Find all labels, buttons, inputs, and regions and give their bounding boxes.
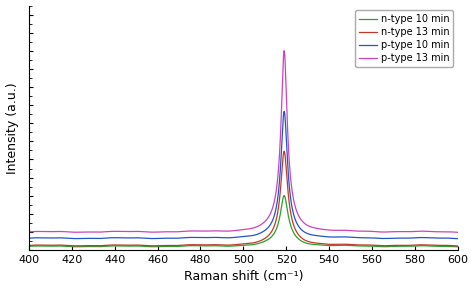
p-type 10 min	[281, 110, 287, 113]
p-type 10 min	[26, 236, 32, 240]
n-type 13 min	[447, 244, 453, 247]
p-type 13 min	[75, 231, 81, 234]
n-type 10 min	[209, 244, 215, 247]
p-type 13 min	[455, 231, 461, 234]
n-type 10 min	[100, 245, 106, 248]
Y-axis label: Intensity (a.u.): Intensity (a.u.)	[6, 82, 18, 174]
p-type 10 min	[100, 237, 106, 240]
n-type 13 min	[100, 244, 106, 247]
n-type 10 min	[191, 244, 196, 247]
p-type 10 min	[191, 236, 196, 239]
Legend: n-type 10 min, n-type 13 min, p-type 10 min, p-type 13 min: n-type 10 min, n-type 13 min, p-type 10 …	[356, 10, 453, 67]
p-type 13 min	[26, 230, 32, 234]
Line: p-type 10 min: p-type 10 min	[29, 111, 458, 239]
n-type 10 min	[75, 245, 81, 249]
p-type 13 min	[191, 229, 196, 233]
p-type 13 min	[100, 230, 106, 234]
Line: p-type 13 min: p-type 13 min	[29, 51, 458, 232]
p-type 10 min	[401, 236, 406, 240]
p-type 13 min	[281, 49, 287, 53]
p-type 13 min	[401, 230, 406, 234]
Line: n-type 13 min: n-type 13 min	[29, 151, 458, 246]
p-type 10 min	[447, 236, 453, 240]
n-type 13 min	[26, 244, 32, 247]
n-type 10 min	[281, 194, 287, 197]
n-type 13 min	[209, 243, 215, 247]
n-type 13 min	[281, 149, 287, 153]
p-type 10 min	[209, 236, 215, 239]
n-type 13 min	[191, 243, 196, 247]
n-type 13 min	[75, 244, 81, 248]
p-type 10 min	[455, 237, 461, 240]
n-type 10 min	[26, 245, 32, 248]
X-axis label: Raman shift (cm⁻¹): Raman shift (cm⁻¹)	[183, 271, 303, 284]
p-type 13 min	[209, 229, 215, 233]
p-type 10 min	[75, 237, 81, 240]
n-type 13 min	[455, 244, 461, 248]
n-type 10 min	[455, 245, 461, 249]
p-type 13 min	[447, 230, 453, 234]
n-type 10 min	[447, 245, 453, 248]
n-type 13 min	[401, 244, 406, 247]
n-type 10 min	[401, 244, 406, 248]
Line: n-type 10 min: n-type 10 min	[29, 196, 458, 247]
